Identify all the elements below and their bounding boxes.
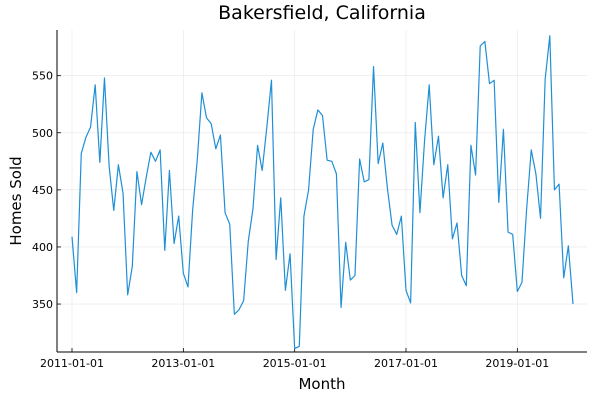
y-tick-label: 450 <box>32 184 53 197</box>
x-tick-label: 2017-01-01 <box>374 357 438 370</box>
y-tick-label: 500 <box>32 127 53 140</box>
y-axis-label: Homes Sold <box>7 156 25 245</box>
chart-title: Bakersfield, California <box>218 2 426 24</box>
x-tick-label: 2011-01-01 <box>40 357 104 370</box>
y-tick-label: 550 <box>32 70 53 83</box>
x-axis-label: Month <box>298 375 345 393</box>
series-group <box>71 35 574 350</box>
grid <box>57 30 587 352</box>
y-tick-label: 400 <box>32 241 53 254</box>
y-tick-label: 350 <box>32 298 53 311</box>
series-line-0 <box>71 35 574 350</box>
x-tick-label: 2019-01-01 <box>485 357 549 370</box>
x-tick-label: 2015-01-01 <box>263 357 327 370</box>
x-tick-label: 2013-01-01 <box>151 357 215 370</box>
y-ticks: 350 400 450 500 550 <box>32 70 61 311</box>
x-ticks: 2011-01-01 2013-01-01 2015-01-01 2017-01-01… <box>40 348 549 370</box>
axes <box>56 30 587 353</box>
